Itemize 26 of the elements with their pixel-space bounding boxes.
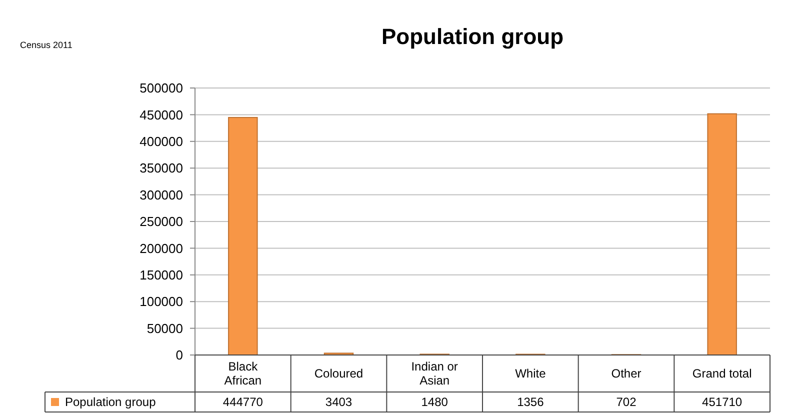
y-tick-label: 500000 (140, 80, 183, 96)
x-tick-label: Grand total (692, 366, 752, 381)
legend-label: Population group (65, 395, 156, 410)
y-tick-label: 0 (176, 348, 183, 363)
x-tick-label: Indian or Asian (411, 360, 458, 388)
chart-title: Population group (381, 24, 564, 49)
y-tick-label: 250000 (140, 214, 183, 230)
data-label: 451710 (702, 395, 742, 410)
x-tick-label: Coloured (314, 366, 364, 381)
y-tick-label: 50000 (146, 320, 183, 336)
x-tick-label: Other (611, 366, 642, 381)
y-tick-label: 450000 (140, 107, 183, 122)
y-tick-label: 100000 (140, 294, 183, 310)
data-label: 1356 (517, 395, 544, 410)
data-label: 444770 (222, 395, 264, 410)
data-label: 702 (616, 395, 637, 410)
text: Census 2011 (20, 40, 72, 50)
y-tick-label: 400000 (140, 134, 183, 149)
y-tick-label: 200000 (140, 240, 183, 256)
y-tick-label: 150000 (140, 267, 183, 282)
x-tick-label: White (515, 366, 546, 381)
y-tick-label: 300000 (140, 187, 183, 202)
data-label: 3403 (325, 395, 352, 410)
x-tick-label: Black African (224, 360, 262, 388)
data-label: 1480 (421, 395, 448, 410)
y-tick-label: 350000 (140, 160, 183, 176)
